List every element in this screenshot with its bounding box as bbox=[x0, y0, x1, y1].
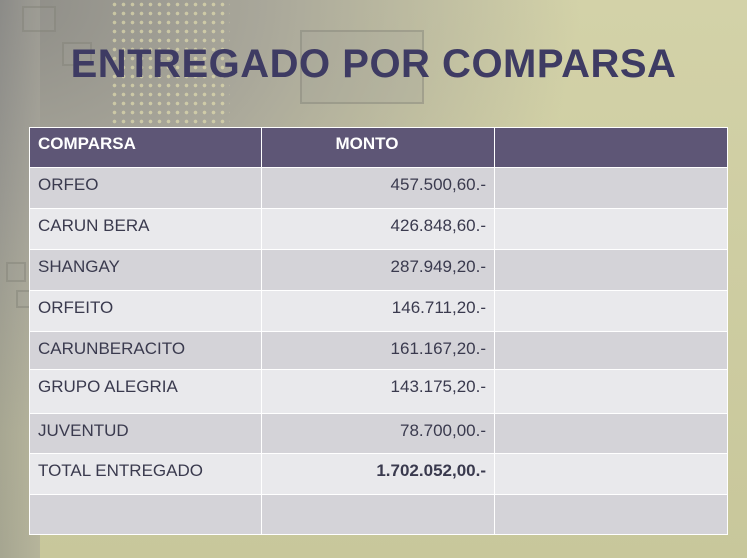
table-row: CARUNBERACITO 161.167,20.- bbox=[29, 331, 728, 370]
amounts-table: COMPARSA MONTO ORFEO 457.500,60.- CARUN … bbox=[29, 127, 728, 535]
comparsa-name: GRUPO ALEGRIA bbox=[29, 369, 262, 414]
table-row: CARUN BERA 426.848,60.- bbox=[29, 208, 728, 250]
monto-value: 426.848,60.- bbox=[261, 208, 495, 250]
table-header-row: COMPARSA MONTO bbox=[29, 127, 728, 168]
empty-cell bbox=[494, 208, 728, 250]
table-row: JUVENTUD 78.700,00.- bbox=[29, 413, 728, 454]
empty-cell bbox=[494, 453, 728, 495]
slide-title: ENTREGADO POR COMPARSA bbox=[70, 42, 677, 86]
table-row: GRUPO ALEGRIA 143.175,20.- bbox=[29, 369, 728, 414]
table-row-total: TOTAL ENTREGADO 1.702.052,00.- bbox=[29, 453, 728, 495]
background-flowchart-box bbox=[300, 30, 424, 104]
empty-cell bbox=[494, 290, 728, 332]
monto-value: 287.949,20.- bbox=[261, 249, 495, 291]
empty-cell bbox=[494, 167, 728, 209]
empty-cell bbox=[494, 413, 728, 454]
empty-cell bbox=[29, 494, 262, 535]
monto-value: 146.711,20.- bbox=[261, 290, 495, 332]
background-flowchart-box bbox=[22, 6, 56, 32]
empty-cell bbox=[261, 494, 495, 535]
monto-value: 161.167,20.- bbox=[261, 331, 495, 370]
comparsa-name: ORFEITO bbox=[29, 290, 262, 332]
monto-value: 143.175,20.- bbox=[261, 369, 495, 414]
empty-cell bbox=[494, 369, 728, 414]
table-row: ORFEO 457.500,60.- bbox=[29, 167, 728, 209]
monto-value: 78.700,00.- bbox=[261, 413, 495, 454]
background-flowchart-box bbox=[62, 42, 92, 66]
table-row: SHANGAY 287.949,20.- bbox=[29, 249, 728, 291]
monto-value: 457.500,60.- bbox=[261, 167, 495, 209]
empty-cell bbox=[494, 331, 728, 370]
background-dot-pattern bbox=[110, 0, 230, 130]
comparsa-name: JUVENTUD bbox=[29, 413, 262, 454]
total-label: TOTAL ENTREGADO bbox=[29, 453, 262, 495]
comparsa-name: SHANGAY bbox=[29, 249, 262, 291]
header-empty bbox=[494, 127, 728, 168]
table-row: ORFEITO 146.711,20.- bbox=[29, 290, 728, 332]
comparsa-name: CARUN BERA bbox=[29, 208, 262, 250]
header-comparsa: COMPARSA bbox=[29, 127, 262, 168]
empty-cell bbox=[494, 494, 728, 535]
comparsa-name: ORFEO bbox=[29, 167, 262, 209]
background-flowchart-box bbox=[6, 262, 26, 282]
empty-cell bbox=[494, 249, 728, 291]
header-monto: MONTO bbox=[261, 127, 495, 168]
table-row-empty bbox=[29, 494, 728, 535]
comparsa-name: CARUNBERACITO bbox=[29, 331, 262, 370]
total-monto-value: 1.702.052,00.- bbox=[261, 453, 495, 495]
